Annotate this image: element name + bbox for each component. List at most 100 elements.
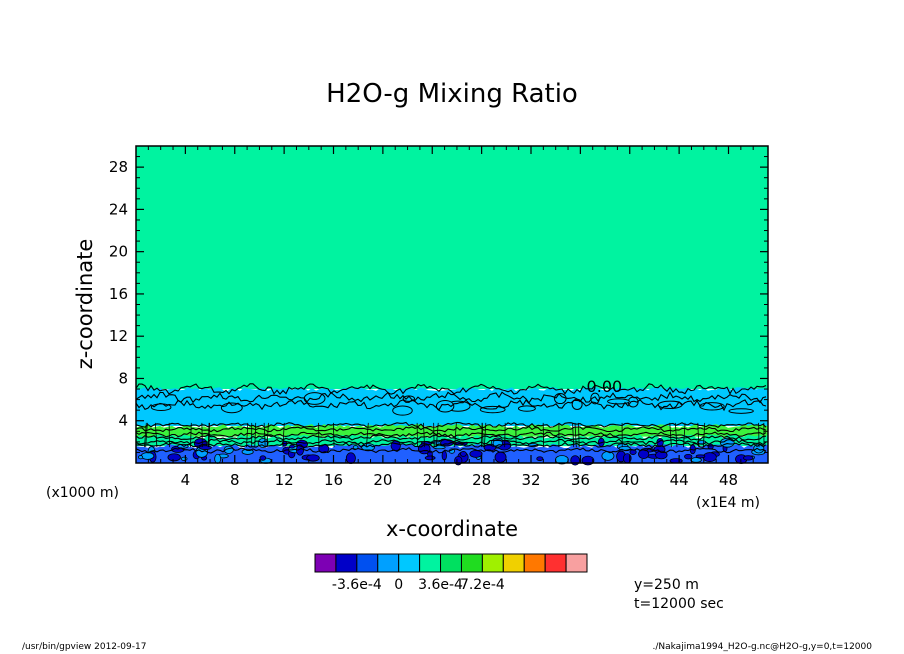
colorbar-swatch [314, 553, 337, 573]
colorbar-swatch [502, 553, 525, 573]
colorbar-swatch [419, 553, 442, 573]
colorbar: -3.6e-4 0 3.6e-47.2e-4 [314, 553, 588, 593]
footer-left-text: /usr/bin/gpview 2012-09-17 [22, 642, 147, 652]
contour-line [366, 422, 369, 448]
y-tick-label: 20 [109, 243, 128, 261]
contour-line [266, 422, 269, 448]
contour-cell [702, 452, 717, 463]
contour-cell [655, 450, 668, 460]
x-tick-label: 40 [620, 471, 639, 489]
x-scale-note: (x1E4 m) [696, 495, 760, 511]
contour-line [578, 422, 580, 448]
contour-cell [435, 399, 455, 413]
contour-cell [536, 456, 544, 462]
contour-cell [601, 451, 615, 461]
contour-cell [137, 455, 144, 460]
colorbar-label: 3.6e-4 [418, 577, 463, 593]
colorbar-swatch [398, 553, 421, 573]
contour-line [254, 422, 257, 448]
colorbar-swatch [544, 553, 567, 573]
y-position-text: y=250 m [634, 577, 699, 593]
contour-line [263, 422, 266, 448]
contour-cell [684, 453, 693, 460]
contour-line [435, 422, 439, 448]
contour-line [572, 422, 575, 448]
contour-line [481, 422, 483, 448]
colorbar-label: 0 [394, 577, 403, 593]
contour-cell [345, 452, 356, 464]
contour-line [135, 438, 767, 446]
contour-line [697, 422, 700, 448]
footer-right-text: ./Nakajima1994_H2O-g.nc@H2O-g,y=0,t=1200… [652, 642, 872, 652]
contour-cell [690, 457, 702, 463]
contour-line [208, 422, 210, 448]
contour-cell [180, 456, 188, 461]
colorbar-swatch [565, 553, 588, 573]
x-tick-label: 20 [373, 471, 392, 489]
contour-cell [198, 445, 212, 450]
contour-cell [140, 452, 155, 460]
contour-cell [695, 454, 706, 459]
colorbar-swatch [460, 553, 483, 573]
contour-line [702, 422, 706, 448]
x-tick-label: 8 [230, 471, 240, 489]
contour-line [135, 399, 767, 412]
contour-line [433, 422, 435, 448]
x-axis-label: x-coordinate [386, 517, 518, 541]
contour-line [135, 383, 767, 395]
colorbar-swatch [356, 553, 379, 573]
time-text: t=12000 sec [634, 596, 724, 612]
contour-line [504, 422, 506, 448]
contour-cell [469, 450, 483, 458]
contour-line [423, 422, 425, 448]
contour-line [135, 447, 767, 454]
contour-line [135, 441, 767, 449]
x-tick-label: 24 [423, 471, 442, 489]
x-tick-label: 28 [472, 471, 491, 489]
contour-cell [607, 398, 630, 405]
contour-cell [306, 454, 320, 462]
contour-line [246, 422, 249, 448]
x-tick-label: 32 [521, 471, 540, 489]
y-axis-label: z-coordinate [73, 239, 97, 370]
contour-line [144, 422, 147, 448]
colorbar-swatch [523, 553, 546, 573]
contour-line [135, 431, 767, 438]
x-tick-label: 16 [324, 471, 343, 489]
contour-cell [742, 455, 754, 461]
contour-line [207, 422, 210, 448]
contour-line [481, 422, 484, 448]
contour-cell [479, 405, 506, 414]
contour-cell [517, 405, 536, 412]
contour-cell [214, 453, 222, 464]
x-tick-label: 12 [275, 471, 294, 489]
contour-line [135, 421, 767, 429]
x-unit-label: (x1000 m) [46, 485, 119, 501]
colorbar-swatch [335, 553, 358, 573]
contour-line [145, 422, 148, 448]
colorbar-swatch [377, 553, 400, 573]
y-tick-label: 4 [118, 412, 128, 430]
contour-label: 0.00 [587, 377, 623, 396]
y-tick-label: 12 [109, 327, 128, 345]
plot-area: 0.00 [135, 145, 769, 466]
contour-cell [459, 451, 467, 457]
contour-line [574, 422, 577, 448]
colorbar-label: -3.6e-4 [332, 577, 382, 593]
contour-line [454, 422, 457, 448]
x-tick-label: 36 [571, 471, 590, 489]
contour-cell [728, 408, 754, 414]
contour-line [674, 422, 678, 448]
contour-cell [289, 444, 295, 449]
contour-cell [259, 455, 267, 461]
contour-line [135, 425, 767, 433]
contour-cell [424, 455, 436, 461]
contour-line [483, 422, 487, 448]
contour-line [135, 434, 767, 441]
x-tick-label: 48 [719, 471, 738, 489]
contour-line [333, 422, 335, 448]
contour-line [669, 422, 672, 448]
x-tick-label: 4 [181, 471, 191, 489]
